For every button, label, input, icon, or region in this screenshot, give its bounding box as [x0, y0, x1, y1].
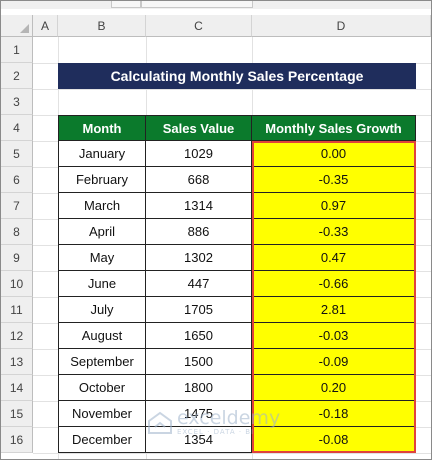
column-header-d[interactable]: D — [252, 15, 431, 37]
sales-value-cell[interactable]: 1650 — [146, 323, 252, 349]
select-all-corner[interactable] — [1, 15, 33, 37]
header-sales-value[interactable]: Sales Value — [146, 115, 252, 141]
month-cell[interactable]: October — [58, 375, 146, 401]
growth-cell[interactable]: 0.47 — [252, 245, 416, 271]
row-header-7[interactable]: 7 — [1, 193, 33, 219]
row-header-8[interactable]: 8 — [1, 219, 33, 245]
row-header-3[interactable]: 3 — [1, 89, 33, 115]
sales-value-cell[interactable]: 1314 — [146, 193, 252, 219]
row-header-16[interactable]: 16 — [1, 427, 33, 453]
month-cell[interactable]: July — [58, 297, 146, 323]
gridline-row — [33, 453, 431, 454]
sheet-title[interactable]: Calculating Monthly Sales Percentage — [58, 63, 416, 89]
exceldemy-logo-icon — [148, 411, 172, 434]
growth-cell[interactable]: -0.35 — [252, 167, 416, 193]
row-header-1[interactable]: 1 — [1, 37, 33, 63]
row-header-11[interactable]: 11 — [1, 297, 33, 323]
month-cell[interactable]: August — [58, 323, 146, 349]
column-header-c[interactable]: C — [146, 15, 252, 37]
month-cell[interactable]: February — [58, 167, 146, 193]
growth-cell[interactable]: 2.81 — [252, 297, 416, 323]
row-header-15[interactable]: 15 — [1, 401, 33, 427]
sales-value-cell[interactable]: 1500 — [146, 349, 252, 375]
tab-edge — [141, 1, 253, 8]
tab-edge — [111, 1, 141, 8]
row-header-4[interactable]: 4 — [1, 115, 33, 141]
growth-cell[interactable]: -0.33 — [252, 219, 416, 245]
sales-value-cell[interactable]: 447 — [146, 271, 252, 297]
month-cell[interactable]: June — [58, 271, 146, 297]
watermark-name: exceldemy — [177, 407, 281, 429]
month-cell[interactable]: April — [58, 219, 146, 245]
growth-cell[interactable]: 0.97 — [252, 193, 416, 219]
sales-value-cell[interactable]: 1354 — [146, 427, 252, 453]
sales-value-cell[interactable]: 1029 — [146, 141, 252, 167]
watermark: exceldemy EXCEL · DATA · BI — [147, 409, 280, 436]
sales-value-cell[interactable]: 886 — [146, 219, 252, 245]
top-strip — [1, 1, 431, 9]
growth-cell[interactable]: -0.09 — [252, 349, 416, 375]
growth-cell[interactable]: -0.03 — [252, 323, 416, 349]
month-cell[interactable]: January — [58, 141, 146, 167]
month-cell[interactable]: September — [58, 349, 146, 375]
gridline-row — [33, 89, 431, 90]
month-cell[interactable]: December — [58, 427, 146, 453]
month-cell[interactable]: May — [58, 245, 146, 271]
select-all-triangle-icon — [20, 24, 29, 33]
watermark-tagline: EXCEL · DATA · BI — [177, 428, 255, 436]
row-header-2[interactable]: 2 — [1, 63, 33, 89]
growth-cell[interactable]: 0.00 — [252, 141, 416, 167]
header-month[interactable]: Month — [58, 115, 146, 141]
row-header-14[interactable]: 14 — [1, 375, 33, 401]
row-header-10[interactable]: 10 — [1, 271, 33, 297]
sales-value-cell[interactable]: 1800 — [146, 375, 252, 401]
sales-value-cell[interactable]: 668 — [146, 167, 252, 193]
month-cell[interactable]: November — [58, 401, 146, 427]
growth-cell[interactable]: -0.18 — [252, 401, 416, 427]
column-header-b[interactable]: B — [58, 15, 146, 37]
growth-cell[interactable]: 0.20 — [252, 375, 416, 401]
header-monthly-sales-growth[interactable]: Monthly Sales Growth — [252, 115, 416, 141]
sales-value-cell[interactable]: 1475 — [146, 401, 252, 427]
sales-value-cell[interactable]: 1705 — [146, 297, 252, 323]
row-header-12[interactable]: 12 — [1, 323, 33, 349]
month-cell[interactable]: March — [58, 193, 146, 219]
row-header-13[interactable]: 13 — [1, 349, 33, 375]
sales-value-cell[interactable]: 1302 — [146, 245, 252, 271]
column-header-a[interactable]: A — [33, 15, 58, 37]
row-header-6[interactable]: 6 — [1, 167, 33, 193]
row-header-5[interactable]: 5 — [1, 141, 33, 167]
row-header-9[interactable]: 9 — [1, 245, 33, 271]
growth-cell[interactable]: -0.66 — [252, 271, 416, 297]
